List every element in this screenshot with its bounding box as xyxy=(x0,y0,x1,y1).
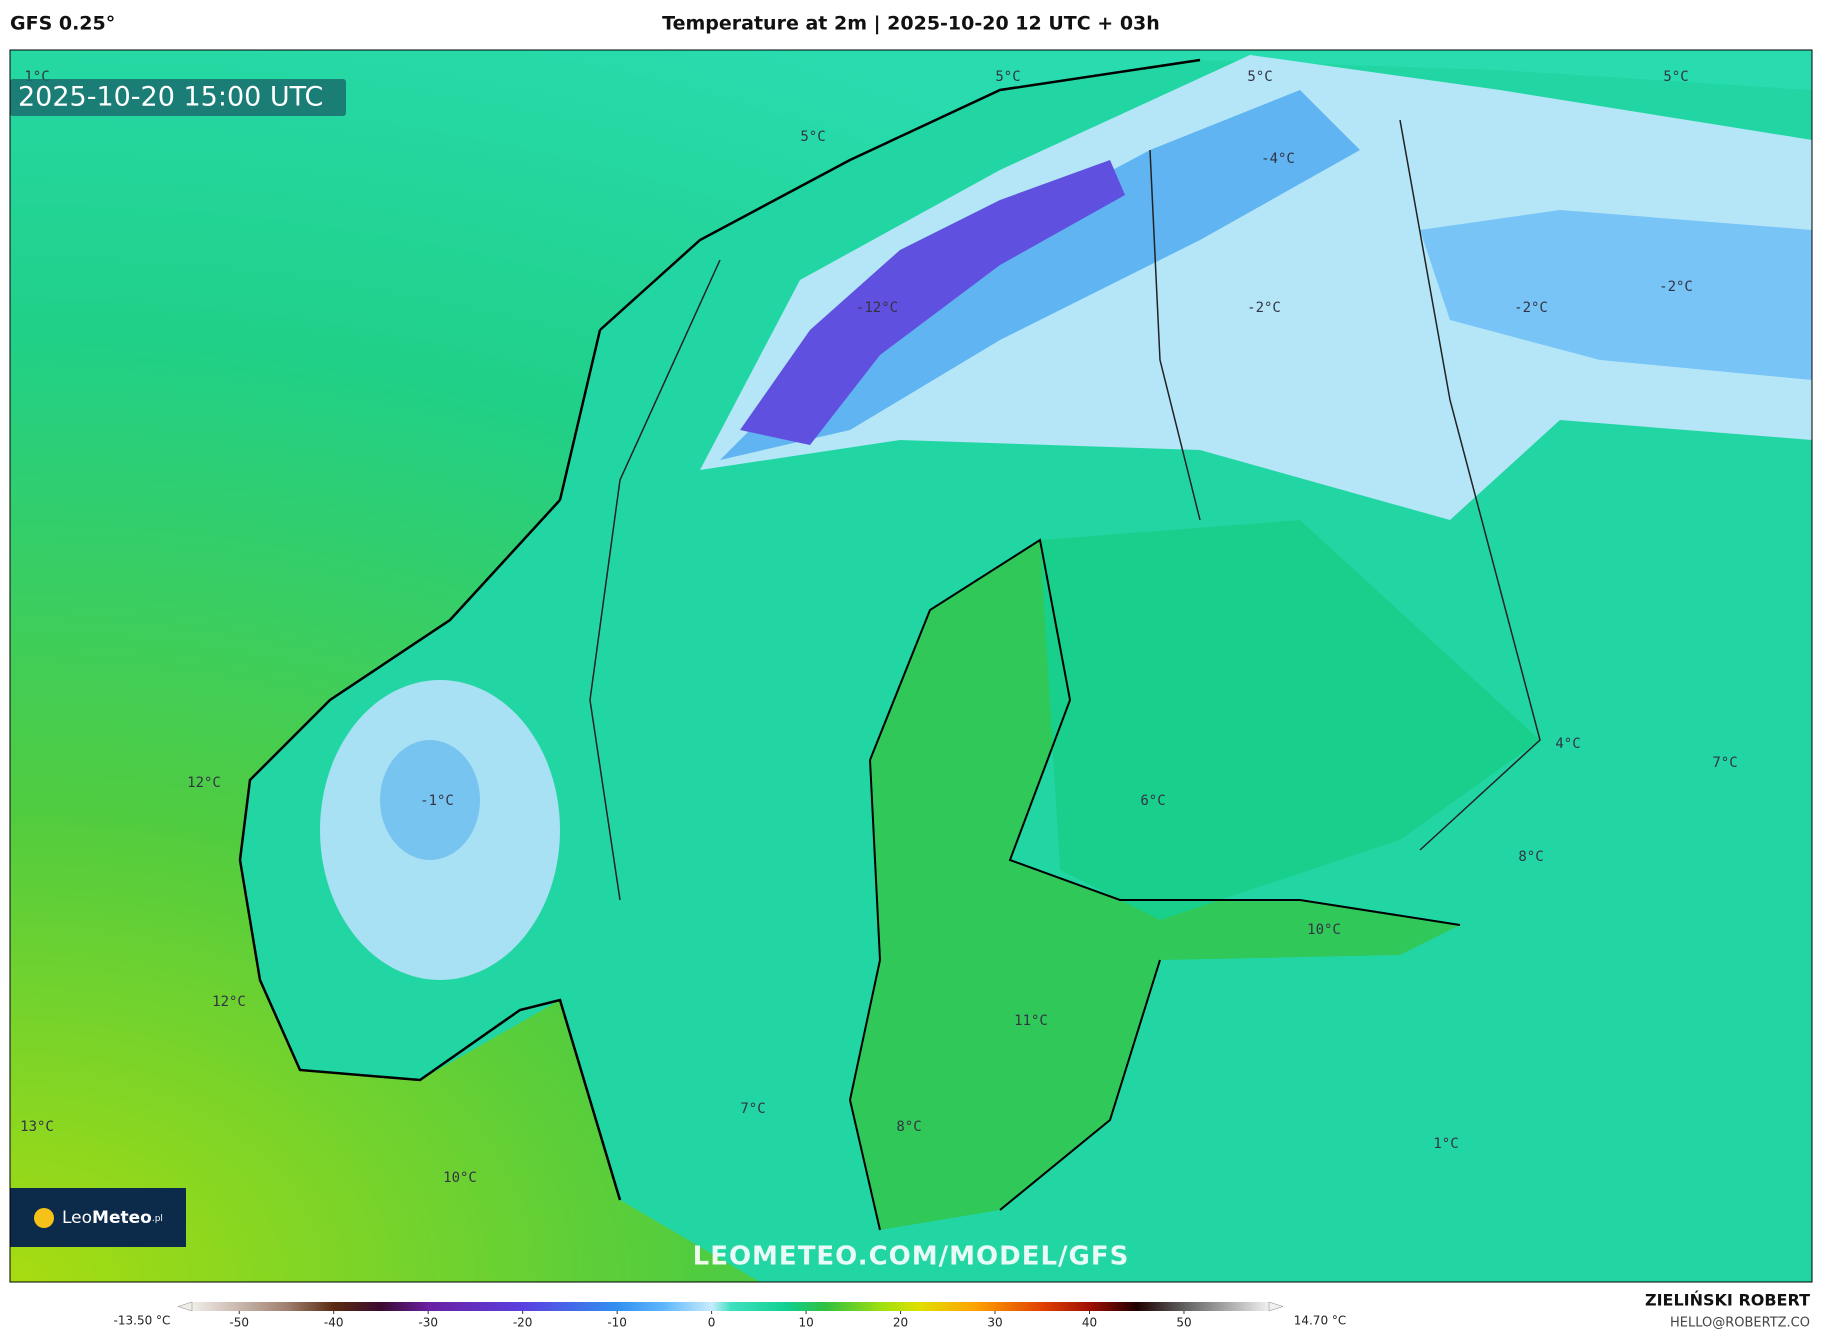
colorbar-segment xyxy=(428,1302,524,1311)
tick-label: 50 xyxy=(1176,1316,1191,1330)
author: ZIELIŃSKI ROBERT xyxy=(1645,1291,1810,1310)
colorbar: -50 -40 -30 -20 -10 0 10 20 30 40 50 xyxy=(177,1301,1284,1330)
logo: LeoMeteo.pl xyxy=(62,1208,163,1228)
colorbar-segment xyxy=(333,1302,382,1311)
cold-area xyxy=(700,55,1812,520)
temp-label: 8°C xyxy=(1518,849,1543,865)
map: 1°C 5°C 5°C 5°C 5°C -4°C -12°C -2°C -2°C -2°C 12°C… xyxy=(10,50,1812,1282)
tick-label: 40 xyxy=(1082,1316,1097,1330)
temp-label: -2°C xyxy=(1514,300,1548,316)
tick-label: 30 xyxy=(987,1316,1002,1330)
map-title: Temperature at 2m | 2025-10-20 12 UTC + … xyxy=(662,13,1160,35)
temp-label: 8°C xyxy=(896,1119,921,1135)
temp-label: 12°C xyxy=(212,994,246,1010)
email: HELLO@ROBERTZ.CO xyxy=(1670,1316,1810,1331)
time-box xyxy=(10,79,346,116)
temp-label: -1°C xyxy=(420,793,454,809)
model-name: GFS 0.25° xyxy=(10,13,115,35)
cold-area xyxy=(720,90,1360,460)
tick-label: -10 xyxy=(607,1316,627,1330)
temp-label: 1°C xyxy=(1433,1136,1458,1152)
temp-label: 5°C xyxy=(995,69,1020,85)
colorbar-segment xyxy=(1136,1302,1185,1311)
temp-label: 10°C xyxy=(443,1170,477,1186)
colorbar-arrow xyxy=(177,1301,193,1312)
baltic-sea xyxy=(850,540,1460,1230)
tick-label: 0 xyxy=(708,1316,716,1330)
temp-label: 4°C xyxy=(1555,736,1580,752)
temp-label: 7°C xyxy=(740,1101,765,1117)
tick-label: -50 xyxy=(229,1316,249,1330)
watermark: LEOMETEO.COM/MODEL/GFS xyxy=(693,1242,1130,1272)
map-labels: 1°C 5°C 5°C 5°C 5°C -4°C -12°C -2°C -2°C -2°C 12°C… xyxy=(20,69,1738,1186)
temp-label: 13°C xyxy=(20,1119,54,1135)
temp-label: 10°C xyxy=(1307,922,1341,938)
colorbar-segment xyxy=(1183,1302,1270,1311)
temp-label: -2°C xyxy=(1659,279,1693,295)
colorbar-segment xyxy=(824,1302,883,1311)
coastline xyxy=(848,538,1461,1231)
temp-label: -4°C xyxy=(1261,151,1295,167)
logo-bold: Meteo xyxy=(92,1208,152,1228)
colorbar-segment xyxy=(192,1302,287,1311)
colorbar-segment xyxy=(286,1302,335,1311)
colorbar-segment xyxy=(730,1302,788,1311)
finland-area xyxy=(1040,520,1540,920)
colorbar-arrow xyxy=(1268,1301,1284,1312)
tick-label: -40 xyxy=(324,1316,344,1330)
colorbar-segment xyxy=(522,1302,618,1311)
temp-label: 6°C xyxy=(1140,793,1165,809)
logo-suffix: .pl xyxy=(152,1214,163,1224)
coastline xyxy=(238,58,1201,1201)
colorbar-segment xyxy=(1089,1302,1138,1311)
logo-sun xyxy=(34,1208,54,1228)
colorbar-segment xyxy=(919,1302,977,1311)
min-label: -13.50 °C xyxy=(114,1314,171,1328)
map-frame xyxy=(9,49,1813,1283)
temp-label: 5°C xyxy=(1247,69,1272,85)
temp-label: -2°C xyxy=(1247,300,1281,316)
colorbar-segment xyxy=(787,1302,826,1311)
temp-label: -12°C xyxy=(856,300,898,316)
tick-label: -20 xyxy=(513,1316,533,1330)
border xyxy=(589,119,1541,901)
temp-label: 5°C xyxy=(1663,69,1688,85)
temp-label: 12°C xyxy=(187,775,221,791)
tick-label: 10 xyxy=(798,1316,813,1330)
temp-label: 5°C xyxy=(800,129,825,145)
colorbar-segment xyxy=(380,1302,429,1311)
colorbar-segment xyxy=(664,1302,713,1311)
tick-label: 20 xyxy=(893,1316,908,1330)
cold-area xyxy=(380,740,480,860)
cold-area xyxy=(1420,210,1812,380)
colorbar-segment xyxy=(617,1302,665,1311)
tick-label: -30 xyxy=(418,1316,438,1330)
logo-name: Leo xyxy=(62,1208,92,1228)
colorbar-segment xyxy=(1042,1302,1090,1311)
colorbar-segment xyxy=(976,1302,1043,1311)
colorbar-segment xyxy=(881,1302,920,1311)
cold-area xyxy=(740,160,1125,445)
temp-label: 7°C xyxy=(1712,755,1737,771)
max-label: 14.70 °C xyxy=(1294,1314,1347,1328)
temp-label: 11°C xyxy=(1014,1013,1048,1029)
colorbar-segment xyxy=(711,1302,731,1311)
valid-time: 2025-10-20 15:00 UTC xyxy=(18,82,323,113)
